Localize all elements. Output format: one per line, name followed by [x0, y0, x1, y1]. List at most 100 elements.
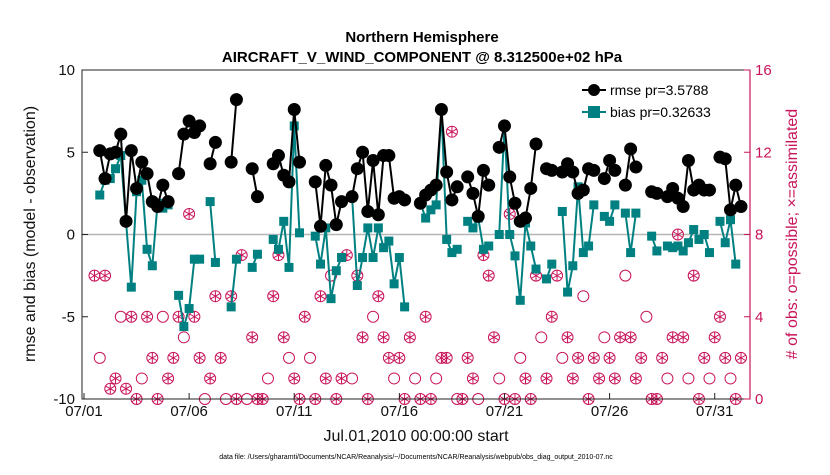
rmse-point: [723, 203, 737, 217]
bias-point: [652, 246, 662, 256]
rmse-point: [156, 178, 170, 192]
rmse-point: [172, 167, 186, 181]
rmse-point: [130, 181, 144, 195]
x-tick-label: 07/26: [591, 403, 629, 420]
obs-marker: [125, 310, 138, 323]
legend-marker-rmse: [588, 84, 600, 96]
obs-marker: [135, 372, 148, 385]
bias-point: [505, 230, 515, 239]
bias-point: [352, 280, 362, 290]
y-tick-label-right: 8: [755, 227, 763, 244]
obs-marker: [493, 372, 506, 385]
obs-marker: [193, 351, 206, 364]
rmse-point: [93, 144, 107, 158]
rmse-point: [182, 114, 196, 128]
rmse-point: [371, 208, 385, 222]
x-tick-label: 07/06: [170, 403, 208, 420]
obs-marker: [162, 372, 175, 385]
rmse-point: [292, 155, 306, 169]
obs-marker: [561, 331, 574, 344]
series-rmse: [93, 93, 748, 233]
rmse-point: [140, 167, 154, 181]
bias-point: [316, 259, 326, 269]
bias-point: [542, 274, 552, 284]
bias-point: [631, 208, 641, 218]
bias-point: [111, 164, 121, 174]
rmse-point: [224, 155, 238, 169]
obs-marker: [587, 351, 600, 364]
obs-marker: [713, 310, 726, 323]
rmse-point: [203, 157, 217, 171]
rmse-point: [666, 181, 680, 195]
obs-marker: [687, 269, 700, 282]
obs-marker: [440, 351, 453, 364]
y-axis-label-left: rmse and bias (model - observation): [22, 106, 39, 362]
rmse-point: [109, 145, 123, 159]
y-tick-label-right: 0: [755, 391, 763, 408]
obs-marker: [545, 310, 558, 323]
bias-point: [137, 175, 147, 185]
rmse-point: [608, 163, 622, 177]
x-tick-label: 07/01: [65, 403, 103, 420]
obs-marker: [598, 331, 611, 344]
bias-point: [95, 190, 105, 200]
bias-point: [510, 251, 520, 261]
y-axis-label-right: # of obs: o=possible; ×=assimilated: [784, 109, 801, 359]
obs-marker: [319, 372, 332, 385]
bias-point: [578, 248, 588, 258]
rmse-point: [193, 119, 207, 133]
rmse-point: [335, 195, 349, 209]
bias-point: [205, 197, 215, 207]
rmse-point: [476, 163, 490, 177]
series-lines: [93, 93, 748, 332]
bias-point: [605, 216, 615, 226]
rmse-point: [250, 190, 264, 204]
bias-point: [584, 241, 594, 251]
rmse-point: [461, 170, 475, 184]
obs-marker: [608, 372, 621, 385]
bias-point: [547, 259, 557, 269]
obs-marker: [487, 331, 500, 344]
series-line: [209, 201, 217, 263]
x-tick-label: 07/21: [486, 403, 524, 420]
bias-point: [147, 261, 157, 271]
bias-point: [715, 216, 725, 226]
y-tick-label-right: 12: [755, 144, 772, 161]
obs-marker: [514, 351, 527, 364]
obs-marker: [535, 331, 548, 344]
obs-marker: [519, 372, 532, 385]
obs-marker: [367, 310, 380, 323]
rmse-point: [119, 214, 133, 228]
obs-marker: [430, 372, 443, 385]
bias-point: [337, 253, 347, 263]
obs-marker: [346, 372, 359, 385]
rmse-point: [508, 196, 522, 210]
rmse-point: [618, 178, 632, 192]
bias-point: [273, 244, 283, 254]
bias-point: [189, 254, 199, 264]
bias-point: [384, 236, 394, 246]
rmse-point: [492, 140, 506, 154]
bias-point: [379, 243, 389, 253]
rmse-point: [466, 186, 480, 200]
obs-marker: [666, 331, 679, 344]
bias-point: [431, 200, 441, 210]
obs-marker: [603, 351, 616, 364]
rmse-point: [482, 178, 496, 192]
bias-point: [531, 264, 541, 274]
bias-point: [247, 262, 257, 272]
obs-marker: [719, 351, 732, 364]
rmse-point: [114, 127, 128, 141]
rmse-point: [429, 178, 443, 192]
rmse-point: [597, 172, 611, 186]
obs-marker: [146, 351, 159, 364]
bias-point: [294, 228, 304, 238]
rmse-point: [398, 193, 412, 207]
bias-point: [694, 234, 704, 244]
bias-point: [394, 253, 404, 263]
obs-marker: [104, 382, 117, 395]
obs-marker: [640, 310, 653, 323]
bias-point: [563, 287, 573, 297]
obs-marker: [204, 372, 217, 385]
